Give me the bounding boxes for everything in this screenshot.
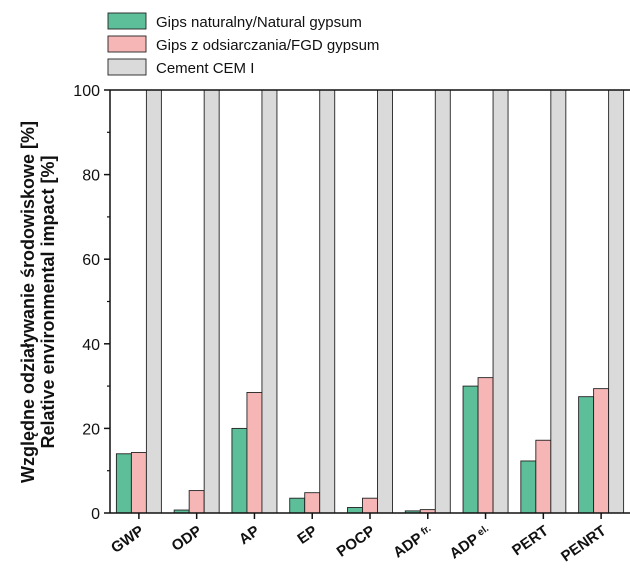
bar-3-pert [550, 89, 567, 514]
bar-1-ep [289, 497, 306, 514]
bar-3-adp-6 [492, 89, 509, 514]
bars-group [115, 89, 625, 514]
legend: Gips naturalny/Natural gypsum Gips z odsi… [107, 12, 379, 77]
bar-2-pert [535, 439, 552, 514]
x-axis-ticks: GWP ODP AP EP POCP ADPfr. ADPel. PERT PENRT [108, 513, 609, 565]
x-tick-label-0: GWP [108, 522, 147, 556]
y-tick-label-20: 20 [82, 421, 100, 438]
bar-2-pocp [362, 497, 378, 514]
x-tick-label-1: ODP [169, 522, 205, 555]
bar-2-odp [188, 490, 205, 514]
bar-1-gwp [115, 453, 132, 514]
bar-1-ap [231, 427, 248, 514]
bar-3-penrt [608, 89, 625, 514]
legend-swatch-1 [107, 12, 147, 30]
y-tick-label-40: 40 [82, 337, 100, 354]
bar-1-pocp [347, 507, 363, 514]
bar-2-ap [246, 391, 263, 514]
bar-3-ep [319, 89, 336, 514]
y-tick-label-60: 60 [82, 252, 100, 269]
bar-3-odp [203, 89, 220, 514]
bar-1-adp-6 [462, 385, 479, 514]
x-tick-label-7: PERT [509, 522, 552, 559]
x-tick-label-3: EP [294, 522, 320, 547]
bar-1-penrt [578, 396, 595, 514]
x-tick-label-2: AP [236, 522, 263, 548]
x-tick-label-4: POCP [334, 522, 379, 560]
bar-3-pocp [377, 89, 393, 514]
bar-1-pert [520, 460, 537, 514]
bar-3-ap [261, 89, 278, 514]
x-tick-label-5: ADPfr. [390, 522, 436, 561]
legend-label-3: Cement CEM I [156, 60, 254, 77]
x-tick-label-6: ADPel. [447, 522, 494, 562]
bar-2-ep [304, 492, 321, 514]
bar-2-adp-6 [477, 377, 494, 514]
y-axis-label-line1: Względne odziaływanie środowiskowe [%] [18, 121, 38, 483]
x-tick-label-8: PENRT [558, 522, 609, 565]
legend-swatch-3 [107, 58, 147, 76]
y-tick-label-80: 80 [82, 168, 100, 185]
y-tick-label-0: 0 [91, 506, 100, 523]
bar-2-gwp [130, 452, 147, 514]
bar-2-penrt [593, 388, 610, 514]
bar-3-gwp [145, 89, 162, 514]
y-axis-label-line2: Relative environmental impact [%] [38, 155, 58, 448]
legend-label-2: Gips z odsiarczania/FGD gypsum [156, 37, 379, 54]
legend-label-1: Gips naturalny/Natural gypsum [156, 14, 362, 31]
y-axis-ticks: 0 20 40 60 80 100 [73, 83, 110, 523]
y-tick-label-100: 100 [73, 83, 100, 100]
bar-3-adp-5 [434, 89, 451, 514]
legend-swatch-2 [107, 35, 147, 53]
